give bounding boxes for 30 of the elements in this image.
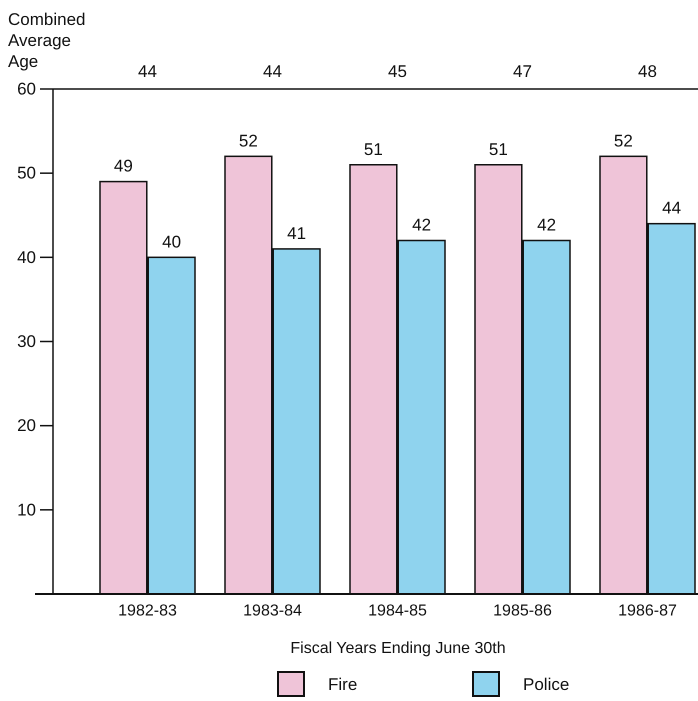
text: 45 [388, 62, 407, 81]
y-tick-label: 60 [17, 79, 36, 98]
data-label: 52 [614, 131, 633, 150]
y-tick-label: 20 [17, 416, 36, 436]
data-label: 51 [488, 140, 508, 159]
text: 44 [263, 62, 282, 81]
legend-label: Police [523, 675, 570, 694]
y-tick-label: 40 [17, 248, 36, 267]
y-tick-label: 30 [17, 332, 36, 351]
text: Combined Average Age [8, 10, 86, 71]
data-label: 49 [114, 156, 133, 176]
data-label: 44 [662, 198, 682, 218]
data-label: 52 [238, 131, 258, 150]
x-tick-label: 1985-86 [493, 602, 552, 620]
text: 44 [138, 62, 157, 81]
data-label: 40 [162, 232, 182, 252]
x-axis-title: Fiscal Years Ending June 30th [290, 640, 506, 657]
y-tick-label: 10 [17, 500, 36, 520]
x-tick-label: 1983-84 [243, 602, 302, 620]
text: 47 [513, 62, 532, 81]
data-label: 41 [287, 224, 306, 243]
data-label: 42 [537, 216, 556, 234]
text: 48 [638, 62, 657, 81]
x-tick-label: 1984-85 [368, 602, 427, 620]
y-tick-label: 50 [17, 164, 36, 183]
x-tick-label: 1986-87 [618, 602, 677, 620]
data-label: 51 [364, 140, 383, 159]
x-tick-label: 1982-83 [118, 602, 177, 620]
data-label: 42 [412, 216, 432, 234]
legend-label: Fire [328, 675, 358, 694]
